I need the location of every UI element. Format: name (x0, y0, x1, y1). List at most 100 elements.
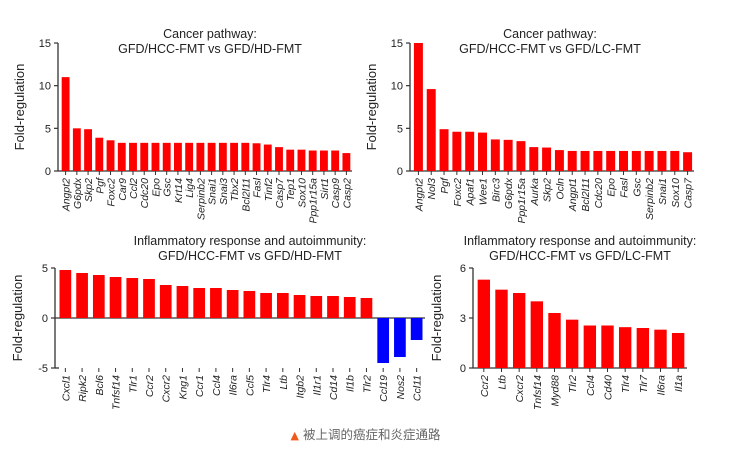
x-tick-label: Cdc20 (139, 178, 151, 209)
x-tick-label: Aurka (529, 178, 541, 207)
chart-title: GFD/HCC-FMT vs GFD/HD-FMT (118, 42, 302, 56)
x-tick-label: Fasl (252, 177, 264, 198)
bar (671, 333, 685, 368)
x-tick-label: Snai1 (657, 178, 669, 205)
bar (218, 142, 227, 171)
bar (516, 141, 526, 171)
x-tick-label: Tep1 (285, 178, 297, 201)
bar (92, 275, 105, 318)
bar (654, 329, 667, 368)
x-tick-label: Fasl (619, 177, 631, 198)
y-axis-label: Fold-regulation (12, 64, 27, 151)
bar (580, 150, 590, 171)
x-tick-label: Tlr7 (638, 374, 650, 393)
x-tick-label: Pgf (439, 177, 451, 194)
bar (360, 298, 373, 318)
x-tick-label: Cd14 (328, 375, 340, 400)
x-tick-label: Ccl4 (211, 375, 223, 396)
x-tick-label: Il1b (345, 375, 357, 392)
bar (293, 295, 306, 318)
x-tick-label: G6pdx (503, 177, 515, 209)
bar (319, 150, 328, 171)
bar (619, 150, 628, 171)
y-tick-label: 0 (460, 363, 466, 375)
bar (162, 142, 171, 171)
bar (276, 293, 289, 318)
y-tick-label: 5 (45, 123, 51, 135)
bar (84, 129, 93, 171)
chart-4: Inflammatory response and autoimmunity:G… (429, 234, 696, 410)
bar (583, 325, 597, 368)
x-tick-label: Lig4 (184, 178, 196, 198)
bar (331, 150, 340, 171)
bar (452, 131, 462, 171)
bar (631, 150, 641, 171)
triangle-up-icon: ▲ (290, 429, 299, 442)
bar (226, 290, 239, 318)
x-tick-label: Nos2 (395, 375, 407, 400)
bar (495, 289, 508, 368)
x-tick-label: Pgf (94, 177, 106, 194)
x-tick-label: Tnfsf14 (532, 375, 544, 410)
y-tick-label: 10 (39, 81, 51, 93)
bar (377, 318, 390, 363)
y-tick-label: -5 (38, 363, 48, 375)
bar (512, 293, 526, 368)
bar (601, 325, 614, 368)
bar (413, 43, 423, 171)
x-tick-label: Sox10 (296, 178, 308, 208)
chart-3: Inflammatory response and autoimmunity:G… (10, 234, 425, 410)
x-tick-label: Bcl6 (94, 375, 106, 396)
caption-text: 被上调的癌症和炎症通路 (302, 427, 441, 442)
bar (230, 142, 239, 171)
bar (503, 139, 513, 171)
y-tick-label: 0 (45, 166, 51, 178)
x-tick-label: Ltb (497, 375, 509, 390)
x-tick-label: Il6ra (656, 375, 668, 396)
bar (343, 297, 356, 318)
bar (477, 279, 491, 368)
bar (530, 301, 544, 368)
y-tick-label: 10 (391, 81, 403, 93)
x-tick-label: Tlr1 (127, 375, 139, 393)
bar (76, 273, 88, 318)
x-tick-label: Epo (150, 178, 162, 197)
y-tick-label: 0 (42, 313, 48, 325)
bar (72, 128, 81, 171)
y-axis-label: Fold-regulation (429, 275, 444, 362)
x-tick-label: Il1r1 (311, 375, 323, 395)
chart-title: GFD/HCC-FMT vs GFD/LC-FMT (489, 249, 671, 263)
bar (644, 150, 654, 171)
y-tick-label: 15 (39, 38, 51, 50)
bar (606, 150, 616, 171)
bar (478, 132, 487, 171)
bar (61, 77, 70, 171)
chart-title: Cancer pathway: (163, 27, 257, 41)
x-tick-label: Casp7 (683, 177, 695, 209)
x-tick-label: Cdc20 (593, 178, 605, 209)
x-tick-label: Kng1 (177, 375, 189, 400)
y-tick-label: 15 (391, 38, 403, 50)
y-tick-label: 3 (460, 313, 466, 325)
bar (263, 144, 272, 171)
bar (207, 142, 216, 171)
bar (176, 286, 189, 318)
bar (243, 291, 256, 318)
chart-title: Cancer pathway: (503, 27, 597, 41)
x-tick-label: Serpinb2 (195, 178, 207, 220)
x-tick-label: Ccr1 (194, 375, 206, 397)
x-tick-label: Sox10 (670, 178, 682, 208)
x-tick-label: Ppp1r15a (308, 178, 320, 224)
x-tick-label: Cxcl1 (60, 375, 72, 401)
x-tick-label: Tlr4 (261, 375, 273, 393)
bar (193, 288, 206, 318)
x-tick-label: Angpt1 (567, 178, 579, 212)
x-tick-label: Tlr4 (620, 375, 632, 393)
bar (159, 285, 172, 318)
x-tick-label: Tnfsf14 (111, 375, 123, 410)
x-tick-label: Gsc (631, 177, 643, 196)
bar (109, 277, 122, 318)
x-tick-label: Apaf1 (465, 178, 477, 206)
bar (143, 279, 155, 318)
y-tick-label: 0 (397, 166, 403, 178)
